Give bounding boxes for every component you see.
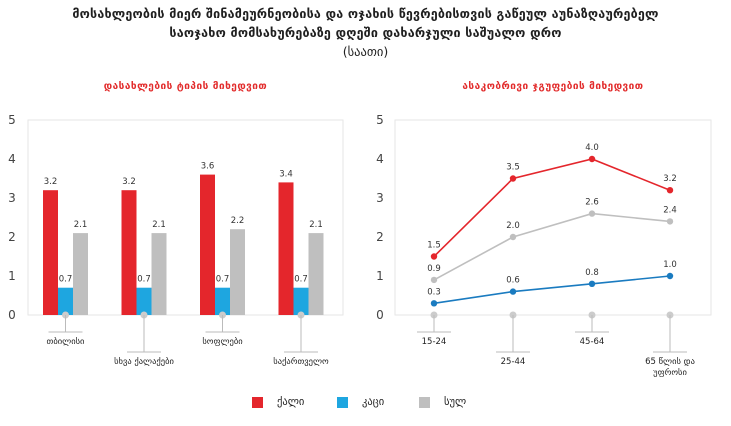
bar-y-tick-label: 3	[8, 191, 16, 205]
line-data-label: 0.8	[585, 268, 599, 278]
bar-data-label: 2.1	[309, 220, 323, 230]
bar-y-tick-label: 2	[8, 230, 16, 244]
bar-panel-title: დასახლების ტიპის მიხედვით	[104, 80, 267, 92]
legend-swatch-female	[252, 396, 263, 408]
bar-total	[308, 233, 324, 315]
line-category-label: 25-44	[501, 357, 526, 367]
line-data-label: 2.6	[585, 198, 599, 208]
bar-data-label: 3.2	[44, 177, 58, 187]
bar-data-label: 2.1	[74, 220, 88, 230]
line-y-tick-label: 5	[376, 113, 384, 127]
line-plot-frame	[394, 119, 712, 316]
legend-item-male: კაცი	[337, 396, 384, 408]
line-y-tick-label: 4	[376, 152, 384, 166]
line-y-tick-label: 2	[376, 230, 384, 244]
bar-data-label: 0.7	[59, 275, 73, 285]
bar-category-label: საქართველო	[273, 356, 329, 367]
bar-female	[121, 190, 137, 315]
line-data-label: 3.5	[506, 163, 520, 173]
bar-category-label: სხვა ქალაქები	[114, 356, 174, 367]
bar-male	[136, 287, 152, 315]
bar-data-label: 0.7	[137, 275, 151, 285]
line-y-tick-label: 0	[376, 308, 384, 322]
line-category-label: 45-64	[580, 337, 605, 347]
line-point-female	[588, 155, 596, 163]
line-point-male	[509, 288, 517, 295]
chart-title-line-1: მოსახლეობის მიერ შინამეურნეობისა და ოჯახ…	[72, 6, 659, 21]
line-y-tick-label: 3	[376, 191, 384, 205]
line-point-male	[588, 280, 596, 287]
bar-y-tick-label: 4	[8, 152, 16, 166]
bar-male	[293, 287, 309, 315]
line-data-label: 0.9	[427, 264, 441, 274]
bar-female	[200, 174, 215, 315]
bar-y-tick-label: 5	[8, 113, 16, 127]
chart-title-line-2: საოჯახო მომსახურებაზე დღეში დახარჯული სა…	[169, 25, 562, 40]
legend-label-total: სულ	[444, 396, 467, 408]
bar-data-label: 3.6	[201, 162, 215, 172]
bar-category-label: თბილისი	[47, 336, 85, 347]
legend-item-total: სულ	[419, 396, 466, 408]
line-data-label: 4.0	[585, 143, 599, 153]
chart-unit: (საათი)	[342, 44, 389, 59]
chart-header: მოსახლეობის მიერ შინამეურნეობისა და ოჯახ…	[0, 4, 731, 61]
line-data-label: 2.4	[663, 205, 677, 215]
legend-item-female: ქალი	[252, 396, 304, 408]
line-point-total	[509, 233, 517, 241]
line-series-total	[433, 212, 671, 281]
line-data-label: 0.6	[506, 276, 520, 286]
line-data-label: 1.0	[663, 260, 677, 270]
bar-male	[58, 287, 73, 315]
line-data-label: 1.5	[427, 241, 441, 251]
legend-label-female: ქალი	[277, 396, 305, 408]
bar-category-label: სოფლები	[202, 336, 242, 347]
bar-y-tick-label: 1	[8, 269, 16, 283]
legend-label-male: კაცი	[362, 396, 385, 408]
legend: ქალი კაცი სულ	[0, 396, 731, 416]
line-data-label: 0.3	[427, 287, 441, 297]
line-category-label-cont: უფროსი	[653, 367, 687, 378]
line-series-male	[433, 275, 671, 305]
line-point-total	[430, 276, 438, 284]
line-point-total	[666, 218, 674, 225]
bar-data-label: 3.4	[279, 169, 293, 179]
bar-female	[43, 190, 58, 315]
line-point-male	[430, 300, 438, 307]
bar-plot-frame	[27, 119, 344, 316]
bar-data-label: 0.7	[294, 275, 308, 285]
line-panel-title: ასაკობრივი ჯგუფების მიხედვით	[462, 80, 643, 92]
line-point-female	[430, 253, 438, 260]
bar-total	[151, 233, 167, 315]
bar-female	[278, 182, 294, 315]
line-data-label: 2.0	[506, 221, 520, 231]
bar-male	[215, 287, 230, 315]
bar-total	[73, 233, 88, 315]
line-data-label: 3.2	[663, 174, 677, 184]
bar-y-tick-label: 0	[8, 308, 16, 322]
line-point-total	[588, 210, 596, 217]
line-category-label: 15-24	[422, 337, 447, 347]
line-point-female	[509, 175, 517, 182]
bar-data-label: 3.2	[122, 177, 136, 187]
legend-swatch-male	[337, 396, 348, 408]
line-category-label: 65 წლის და	[645, 356, 695, 367]
line-point-male	[666, 272, 674, 280]
line-y-tick-label: 1	[376, 269, 384, 283]
bar-data-label: 2.2	[231, 216, 245, 226]
bar-total	[230, 229, 245, 315]
line-point-female	[666, 187, 674, 194]
bar-data-label: 2.1	[152, 220, 166, 230]
legend-swatch-total	[419, 396, 430, 408]
line-series-female	[433, 158, 671, 258]
bar-data-label: 0.7	[216, 275, 230, 285]
